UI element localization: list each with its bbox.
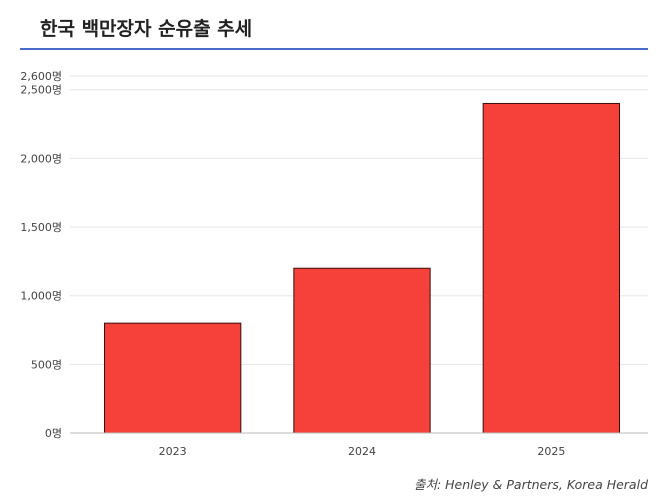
x-tick-label: 2023 bbox=[159, 445, 187, 458]
bar-2025 bbox=[482, 102, 620, 434]
bars bbox=[104, 102, 620, 434]
y-tick-label: 2,000명 bbox=[20, 152, 62, 165]
y-tick-label: 1,000명 bbox=[20, 290, 62, 303]
y-tick-label: 0명 bbox=[45, 427, 62, 440]
y-tick-label: 500명 bbox=[31, 358, 62, 371]
x-axis-ticks: 2023 2024 2025 bbox=[159, 445, 566, 458]
y-tick-label: 1,500명 bbox=[20, 221, 62, 234]
bar-2024 bbox=[293, 267, 431, 434]
bar-2023 bbox=[104, 322, 242, 434]
x-tick-label: 2025 bbox=[537, 445, 565, 458]
y-tick-label: 2,500명 bbox=[20, 84, 62, 97]
x-tick-label: 2024 bbox=[348, 445, 376, 458]
title-underline bbox=[20, 48, 648, 50]
y-tick-label: 2,600명 bbox=[20, 70, 62, 83]
page-title: 한국 백만장자 순유출 추세 bbox=[40, 18, 253, 40]
source-note: 출처: Henley & Partners, Korea Herald bbox=[413, 477, 648, 492]
